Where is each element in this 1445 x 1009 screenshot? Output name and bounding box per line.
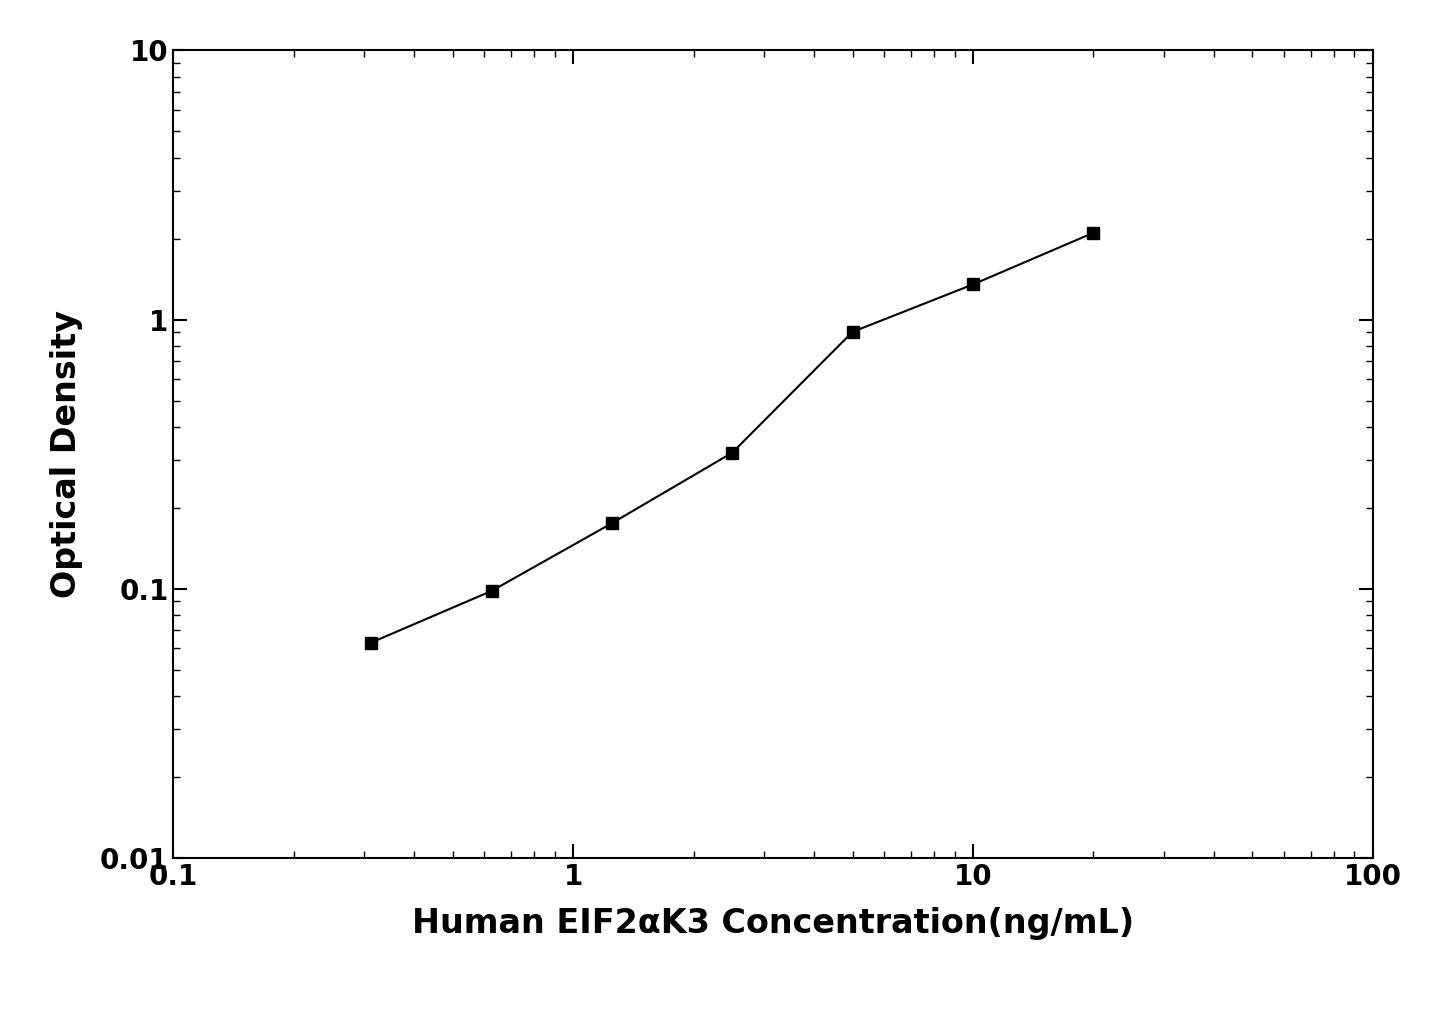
Y-axis label: Optical Density: Optical Density xyxy=(51,310,84,598)
X-axis label: Human EIF2αK3 Concentration(ng/mL): Human EIF2αK3 Concentration(ng/mL) xyxy=(412,907,1134,940)
